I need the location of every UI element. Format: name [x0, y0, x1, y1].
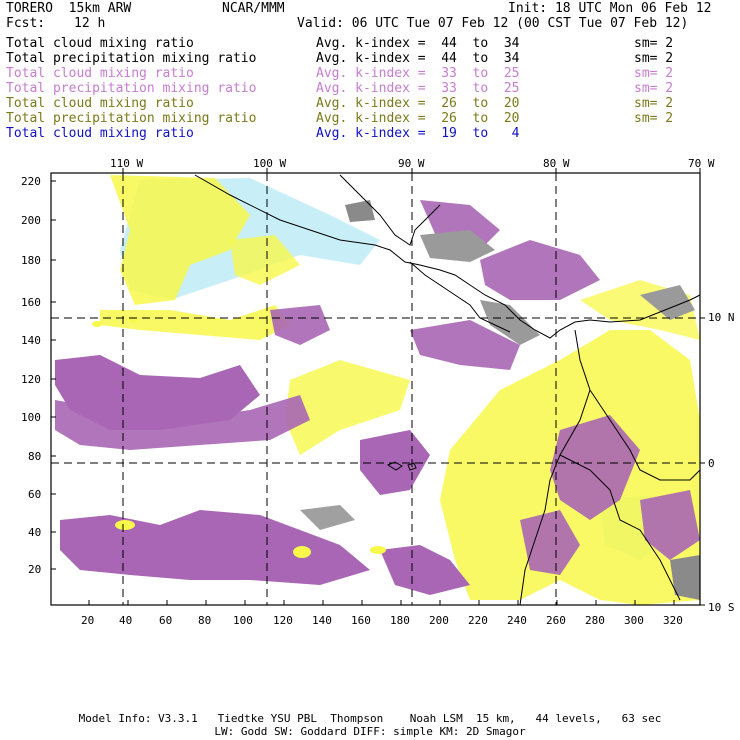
legend-row: Total cloud mixing ratio Avg. k-index = 2… — [6, 96, 674, 111]
lat-label: 0 — [708, 457, 715, 470]
y-tick-label: 160 — [21, 296, 41, 309]
gray-field — [670, 555, 700, 600]
coastline-yucatan — [339, 174, 441, 246]
x-tick-label: 260 — [546, 614, 566, 627]
coastline-mexico — [194, 174, 701, 339]
purple-field — [60, 510, 370, 585]
yellow-blob — [92, 321, 102, 327]
gray-field — [345, 200, 375, 222]
purple-field — [550, 415, 640, 520]
border-interior — [559, 454, 681, 601]
lat-label: 10 S — [708, 601, 735, 614]
plot-frame — [50, 172, 701, 606]
x-tick-label: 300 — [624, 614, 644, 627]
x-tick-label: 80 — [198, 614, 212, 627]
x-tick-label: 180 — [390, 614, 410, 627]
y-tick-label: 60 — [28, 488, 42, 501]
gray-field — [480, 300, 540, 345]
y-tick-label: 120 — [21, 373, 41, 386]
gray-field — [300, 505, 355, 530]
coastline-south-america — [519, 329, 591, 606]
model-name: TORERO 15km ARW — [6, 1, 132, 16]
y-tick-label: 200 — [21, 214, 41, 227]
border-andes — [589, 389, 701, 481]
y-tick-label: 80 — [28, 450, 42, 463]
lon-label: 110 W — [110, 157, 144, 170]
purple-field — [380, 545, 470, 595]
purple-field — [270, 305, 330, 345]
x-tick-label: 200 — [429, 614, 449, 627]
purple-field — [480, 240, 600, 300]
lon-label: 70 W — [688, 157, 715, 170]
model-info-line2: LW: Godd SW: Goddard DIFF: simple KM: 2D… — [214, 725, 526, 738]
x-tick-label: 220 — [468, 614, 488, 627]
purple-field — [640, 490, 700, 560]
y-tick-label: 220 — [21, 175, 41, 188]
center-name: NCAR/MMM — [222, 1, 285, 16]
y-tick-label: 100 — [21, 411, 41, 424]
coastline-central-america — [409, 261, 511, 333]
yellow-field — [230, 235, 300, 285]
x-tick-label: 60 — [159, 614, 173, 627]
fcst-label: Fcst: — [6, 16, 46, 31]
tick-marks — [51, 168, 705, 606]
fcst-value: 12 h — [74, 16, 106, 31]
model-info-line1: Model Info: V3.3.1 Tiedtke YSU PBL Thomp… — [78, 712, 662, 725]
cloud-fields — [55, 175, 700, 605]
init-time: Init: 18 UTC Mon 06 Feb 12 — [508, 1, 712, 16]
purple-field — [520, 510, 580, 575]
y-tick-label: 140 — [21, 334, 41, 347]
x-tick-label: 140 — [312, 614, 332, 627]
legend-row: Total cloud mixing ratio Avg. k-index = 3… — [6, 66, 674, 81]
x-tick-label: 120 — [273, 614, 293, 627]
gray-field — [420, 230, 495, 262]
purple-field — [55, 395, 310, 450]
x-tick-label: 160 — [351, 614, 371, 627]
lon-label: 100 W — [253, 157, 287, 170]
legend-row: Total cloud mixing ratio Avg. k-index = 4… — [6, 36, 674, 51]
legend-row: Total cloud mixing ratio Avg. k-index = 1… — [6, 126, 520, 141]
yellow-blob — [293, 546, 311, 558]
gray-field — [640, 285, 695, 320]
y-tick-label: 180 — [21, 254, 41, 267]
legend-row: Total precipitation mixing ratio Avg. k-i… — [6, 111, 674, 126]
y-tick-label: 40 — [28, 526, 42, 539]
x-tick-label: 40 — [119, 614, 133, 627]
yellow-blob — [370, 546, 386, 554]
x-tick-label: 20 — [81, 614, 95, 627]
valid-time: Valid: 06 UTC Tue 07 Feb 12 (00 CST Tue … — [297, 16, 689, 31]
x-tick-label: 240 — [507, 614, 527, 627]
yellow-blob — [115, 520, 135, 530]
legend-row: Total precipitation mixing ratio Avg. k-i… — [6, 51, 674, 66]
yellow-field — [285, 360, 410, 455]
graticule — [51, 173, 700, 605]
lat-label: 10 N — [708, 311, 735, 324]
purple-field — [410, 320, 520, 370]
legend-row: Total precipitation mixing ratio Avg. k-i… — [6, 81, 674, 96]
yellow-field — [100, 305, 290, 340]
yellow-field — [110, 175, 250, 305]
y-tick-label: 20 — [28, 563, 42, 576]
lon-label: 80 W — [543, 157, 570, 170]
lon-label: 90 W — [398, 157, 425, 170]
x-tick-label: 320 — [663, 614, 683, 627]
x-tick-label: 280 — [585, 614, 605, 627]
x-tick-label: 100 — [233, 614, 253, 627]
